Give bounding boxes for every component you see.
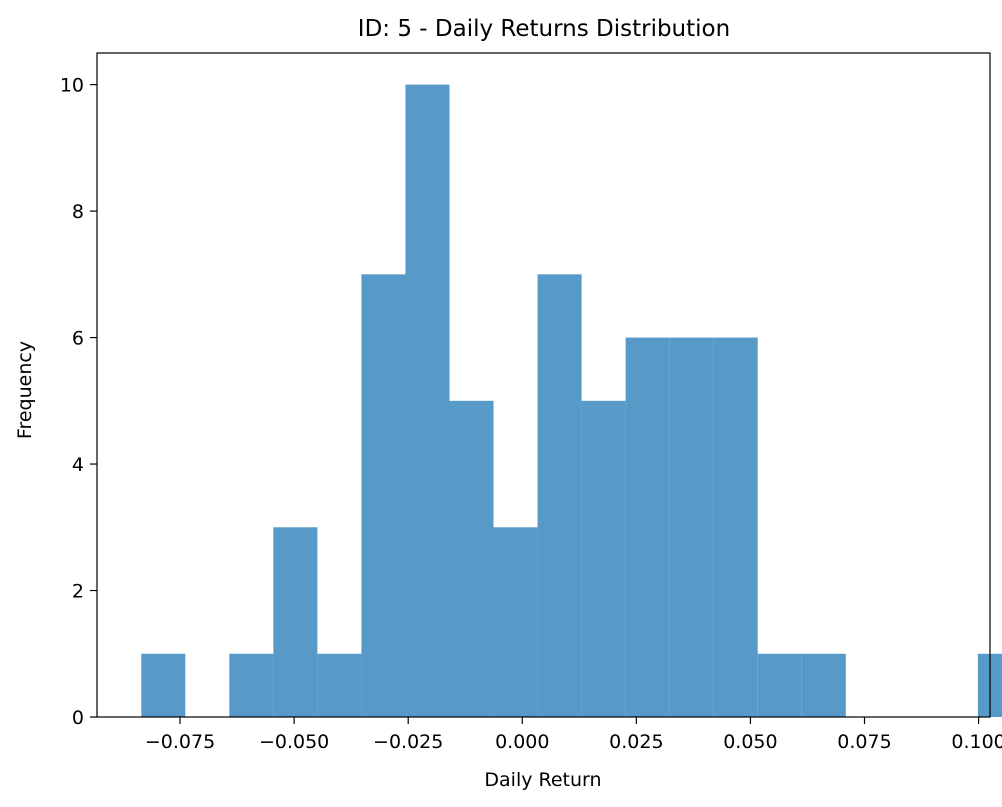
x-tick-label: 0.075 xyxy=(837,731,891,753)
histogram-bar xyxy=(669,337,714,717)
x-tick-label: 0.025 xyxy=(609,731,663,753)
x-tick-label: −0.025 xyxy=(373,731,443,753)
histogram-bar xyxy=(625,337,670,717)
histogram-bar xyxy=(537,274,582,717)
histogram-bar xyxy=(757,653,802,717)
bars-group xyxy=(141,84,1002,718)
histogram-bar xyxy=(493,527,538,717)
y-axis-label: Frequency xyxy=(14,341,36,439)
histogram-bar xyxy=(449,400,494,717)
x-tick-label: 0.000 xyxy=(495,731,549,753)
histogram-bar xyxy=(801,653,846,717)
y-tick-label: 6 xyxy=(72,328,84,350)
histogram-bar xyxy=(273,527,318,717)
x-tick-label: 0.050 xyxy=(723,731,777,753)
histogram-bar xyxy=(141,653,186,717)
histogram-bar xyxy=(317,653,362,717)
x-axis-label: Daily Return xyxy=(484,769,601,791)
y-tick-label: 10 xyxy=(60,75,84,97)
y-ticks-group: 0 2 4 6 8 10 xyxy=(60,75,97,729)
y-tick-label: 4 xyxy=(72,454,84,476)
histogram-bar xyxy=(361,274,406,717)
x-tick-label: −0.050 xyxy=(259,731,329,753)
histogram-bar xyxy=(581,400,626,717)
histogram-bar xyxy=(713,337,758,717)
chart-title: ID: 5 - Daily Returns Distribution xyxy=(358,16,730,42)
y-tick-label: 0 xyxy=(72,707,84,729)
y-tick-label: 8 xyxy=(72,201,84,223)
y-tick-label: 2 xyxy=(72,581,84,603)
plot-frame xyxy=(96,52,991,718)
x-tick-label: 0.100 xyxy=(951,731,1002,753)
x-tick-label: −0.075 xyxy=(145,731,215,753)
histogram-bar xyxy=(405,84,450,718)
x-ticks-group: −0.075 −0.050 −0.025 0.000 0.025 0.050 0.075 0.… xyxy=(145,717,1002,753)
histogram-bar xyxy=(229,653,274,717)
